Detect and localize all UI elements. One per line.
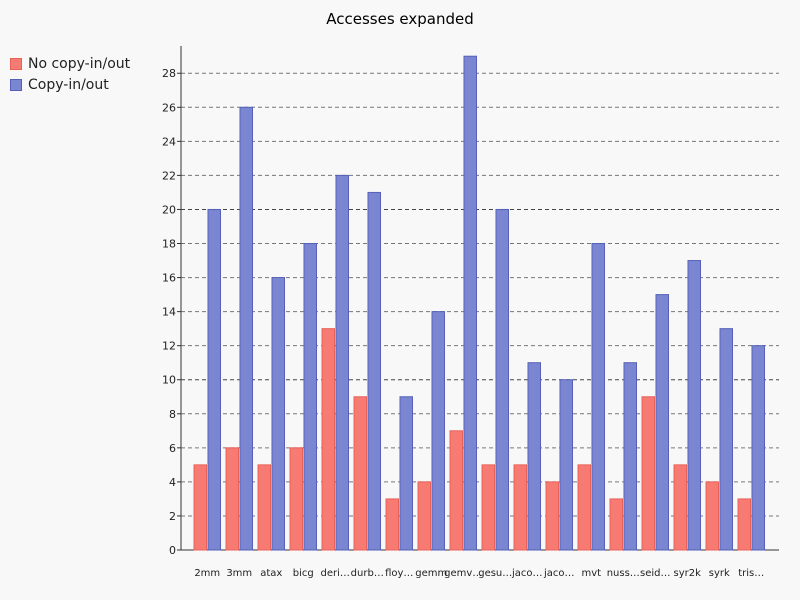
bar-no-copy	[289, 447, 303, 551]
x-tick-label: mvt	[581, 568, 601, 579]
bar-no-copy	[257, 464, 271, 551]
legend-label-no-copy: No copy-in/out	[28, 55, 131, 72]
y-tick-label: 20	[162, 203, 176, 216]
y-tick-label: 10	[162, 374, 176, 387]
legend-swatch-no-copy	[10, 57, 22, 70]
bar-no-copy	[417, 481, 431, 551]
x-tick-label: bicg	[293, 568, 314, 579]
x-tick-label: 3mm	[226, 568, 252, 579]
x-tick-label: durb…	[351, 568, 384, 579]
bar-copy	[655, 294, 669, 551]
bar-no-copy	[737, 498, 751, 551]
x-tick-label: gemm	[415, 568, 447, 579]
bar-no-copy	[481, 464, 495, 551]
bar-no-copy	[225, 447, 239, 551]
y-tick-label: 24	[162, 135, 176, 148]
x-tick-label: syr2k	[674, 568, 702, 579]
bar-copy	[303, 243, 317, 551]
bar-copy	[463, 55, 477, 551]
bar-no-copy	[385, 498, 399, 551]
x-tick-label: gesu…	[478, 568, 512, 579]
y-tick-label: 6	[169, 442, 176, 455]
x-tick-label: syrk	[709, 568, 730, 579]
bar-copy	[271, 277, 285, 551]
bar-no-copy	[705, 481, 719, 551]
x-tick-label: jaco…	[511, 568, 543, 579]
chart-title: Accesses expanded	[326, 10, 474, 28]
legend-item-no-copy: No copy-in/out	[10, 53, 130, 74]
bar-copy	[687, 260, 701, 551]
bar-copy	[719, 328, 733, 551]
bar-copy	[623, 362, 637, 551]
bar-copy	[335, 174, 349, 551]
y-tick-label: 18	[162, 238, 176, 251]
x-tick-label: 2mm	[194, 568, 220, 579]
bar-no-copy	[321, 328, 335, 551]
y-tick-label: 26	[162, 101, 176, 114]
y-tick-label: 16	[162, 272, 176, 285]
x-tick-label: atax	[260, 568, 282, 579]
y-tick-label: 0	[169, 544, 176, 557]
bar-no-copy	[193, 464, 207, 551]
y-tick-label: 12	[162, 340, 176, 353]
x-tick-label: deri…	[321, 568, 350, 579]
y-tick-label: 14	[162, 306, 176, 319]
y-tick-label: 8	[169, 408, 176, 421]
bar-no-copy	[609, 498, 623, 551]
legend-swatch-copy	[10, 78, 22, 91]
bar-copy	[431, 311, 445, 551]
bar-copy	[591, 243, 605, 551]
bar-copy	[367, 191, 381, 551]
bar-no-copy	[449, 430, 463, 551]
bar-no-copy	[513, 464, 527, 551]
bar-copy	[751, 345, 765, 551]
y-tick-label: 22	[162, 169, 176, 182]
bar-copy	[399, 396, 413, 551]
y-tick-label: 28	[162, 67, 176, 80]
bar-copy	[527, 362, 541, 551]
x-tick-label: tris…	[738, 568, 764, 579]
x-tick-label: seid…	[640, 568, 671, 579]
legend-label-copy: Copy-in/out	[28, 76, 109, 93]
bar-no-copy	[577, 464, 591, 551]
bar-no-copy	[673, 464, 687, 551]
bar-copy	[207, 208, 221, 551]
y-tick-label: 4	[169, 476, 176, 489]
legend: No copy-in/out Copy-in/out	[10, 53, 130, 95]
bar-no-copy	[641, 396, 655, 551]
legend-item-copy: Copy-in/out	[10, 74, 130, 95]
x-tick-label: nuss…	[607, 568, 640, 579]
x-tick-label: jaco…	[543, 568, 575, 579]
x-tick-label: gemv…	[444, 568, 482, 579]
bar-copy	[559, 379, 573, 551]
bar-copy	[239, 106, 253, 551]
y-tick-label: 2	[169, 510, 176, 523]
bar-no-copy	[545, 481, 559, 551]
x-tick-label: floy…	[385, 568, 413, 579]
bar-copy	[495, 208, 509, 551]
bar-no-copy	[353, 396, 367, 551]
